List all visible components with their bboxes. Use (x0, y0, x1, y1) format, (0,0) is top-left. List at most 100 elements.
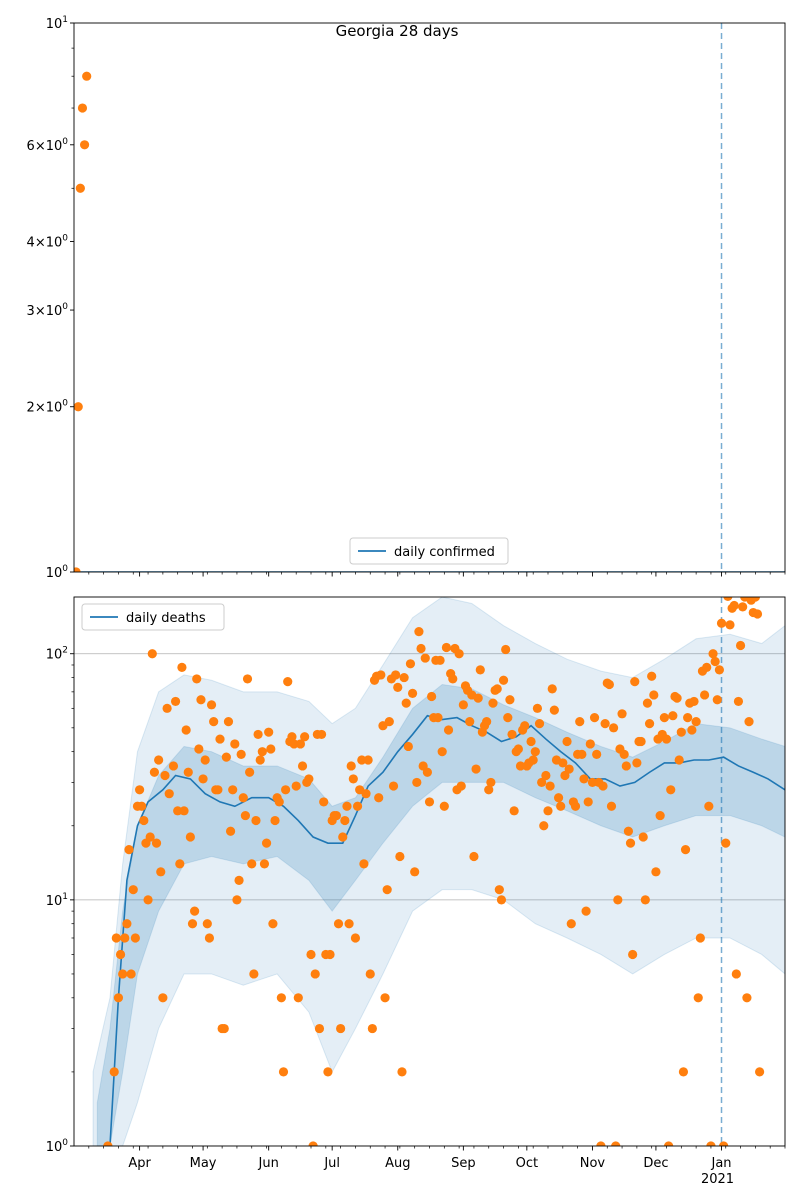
data-point (289, 739, 299, 749)
data-point (276, 993, 286, 1003)
data-point (151, 838, 162, 848)
data-point (482, 716, 492, 727)
data-point (617, 709, 627, 719)
data-point (549, 705, 559, 715)
data-point (520, 721, 530, 731)
data-point (448, 674, 458, 684)
data-point (111, 933, 121, 943)
data-point (147, 649, 157, 659)
data-point (484, 785, 494, 795)
data-point (509, 806, 519, 816)
data-point (515, 761, 526, 771)
data-point (376, 670, 386, 680)
data-point (187, 919, 198, 929)
data-point (752, 609, 763, 619)
data-point (342, 801, 352, 811)
data-point (194, 744, 204, 754)
data-point (183, 767, 193, 777)
data-point (541, 770, 551, 781)
data-point (647, 671, 657, 681)
data-point (348, 774, 358, 784)
data-point (82, 71, 92, 81)
data-point (278, 1067, 289, 1077)
data-point (562, 736, 572, 747)
data-point (486, 777, 496, 788)
data-point (308, 1141, 318, 1146)
data-point (128, 885, 138, 895)
data-point (678, 1067, 689, 1077)
data-point (414, 626, 424, 637)
data-point (410, 867, 420, 877)
data-point (744, 716, 754, 727)
data-point (640, 895, 650, 905)
data-point (295, 739, 306, 749)
y-tick-label: 101 (46, 892, 68, 909)
data-point (249, 969, 259, 979)
data-point (632, 758, 642, 768)
data-point (198, 774, 208, 784)
data-point (232, 895, 242, 905)
legend: daily confirmed (349, 537, 509, 565)
data-point (344, 919, 354, 929)
data-point (175, 859, 185, 869)
data-point (177, 662, 187, 672)
data-point (395, 851, 405, 862)
legend-box (349, 537, 509, 565)
data-point (185, 832, 195, 842)
data-point (488, 698, 498, 708)
data-point (596, 1141, 606, 1146)
data-point (543, 806, 553, 816)
data-point (628, 949, 638, 960)
x-tick-label: May (190, 1156, 217, 1171)
data-point (160, 770, 170, 781)
data-point (200, 755, 210, 765)
data-point (405, 659, 416, 669)
data-point (251, 815, 261, 826)
data-point (716, 618, 727, 628)
data-point (325, 949, 335, 960)
data-point (204, 933, 215, 943)
data-point (456, 781, 466, 791)
data-point (621, 761, 631, 771)
data-point (712, 695, 722, 705)
data-point (680, 845, 691, 855)
data-point (577, 749, 587, 759)
data-point (619, 749, 629, 759)
data-point (475, 665, 485, 675)
data-point (664, 1141, 674, 1146)
data-point (566, 919, 576, 929)
data-point (613, 895, 623, 905)
data-point (560, 770, 570, 781)
data-point (642, 698, 653, 708)
data-point (359, 859, 369, 869)
data-point (149, 767, 160, 777)
data-point (458, 700, 468, 710)
data-point (382, 885, 392, 895)
series-line (109, 714, 785, 1146)
x-tick-label: Jul (323, 1156, 340, 1171)
y-tick-label: 6×100 (27, 137, 69, 154)
data-point (77, 103, 88, 113)
data-point (600, 719, 610, 729)
data-point (393, 682, 403, 692)
data-point (719, 1141, 729, 1146)
data-point (109, 1067, 119, 1077)
data-point (604, 679, 614, 690)
data-point (412, 777, 422, 788)
data-point (236, 749, 246, 759)
data-point (179, 806, 189, 816)
data-point (291, 781, 301, 791)
data-point (247, 859, 257, 869)
data-point (683, 713, 693, 723)
data-point (314, 1023, 325, 1034)
data-point (137, 801, 147, 811)
data-point (695, 933, 705, 943)
legend-box (81, 603, 225, 631)
data-point (755, 1067, 765, 1077)
legend-label: daily confirmed (394, 545, 495, 560)
plot-area (74, 23, 785, 572)
data-point (223, 716, 234, 727)
data-point (513, 744, 523, 754)
data-point (333, 919, 344, 929)
